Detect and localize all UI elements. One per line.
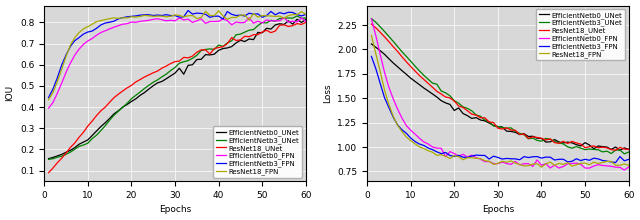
Y-axis label: IOU: IOU xyxy=(6,85,15,101)
X-axis label: Epochs: Epochs xyxy=(159,205,191,214)
Legend: EfficientNetb0_UNet, EfficientNetb3_UNet, ResNet18_UNet, EfficientNetb0_FPN, Eff: EfficientNetb0_UNet, EfficientNetb3_UNet… xyxy=(213,126,302,178)
Legend: EfficientNetb0_UNet, EfficientNetb3_UNet, ResNet18_UNet, EfficientNetb0_FPN, Eff: EfficientNetb0_UNet, EfficientNetb3_UNet… xyxy=(536,9,625,60)
Y-axis label: Loss: Loss xyxy=(323,84,332,103)
X-axis label: Epochs: Epochs xyxy=(482,205,514,214)
